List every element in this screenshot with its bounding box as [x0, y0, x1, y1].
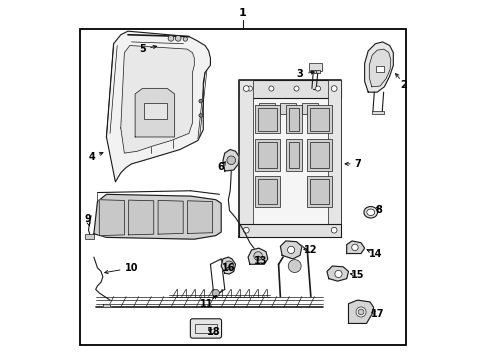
- Polygon shape: [102, 304, 110, 307]
- Bar: [258, 103, 274, 114]
- Text: 12: 12: [304, 245, 317, 255]
- Polygon shape: [247, 248, 267, 264]
- Polygon shape: [121, 45, 194, 153]
- Polygon shape: [280, 241, 301, 259]
- Bar: [309, 141, 329, 168]
- Circle shape: [330, 227, 336, 233]
- Bar: [309, 179, 329, 204]
- Polygon shape: [348, 300, 373, 323]
- Circle shape: [183, 37, 187, 41]
- Text: 15: 15: [350, 270, 364, 280]
- Bar: [285, 139, 301, 171]
- Text: 6: 6: [217, 162, 224, 172]
- Circle shape: [330, 86, 336, 91]
- Circle shape: [224, 261, 233, 270]
- Text: 11: 11: [200, 299, 213, 309]
- Circle shape: [287, 246, 294, 253]
- Bar: [239, 224, 341, 237]
- Circle shape: [243, 227, 249, 233]
- Polygon shape: [326, 266, 348, 281]
- Bar: [375, 66, 383, 72]
- Bar: [255, 105, 280, 134]
- Bar: [80, 30, 405, 345]
- Bar: [239, 80, 252, 237]
- Polygon shape: [106, 31, 210, 182]
- Polygon shape: [99, 200, 124, 235]
- Polygon shape: [158, 201, 183, 234]
- Polygon shape: [364, 42, 392, 92]
- Text: 8: 8: [375, 206, 382, 216]
- Text: 18: 18: [207, 327, 221, 337]
- Text: 2: 2: [400, 80, 407, 90]
- Bar: [195, 324, 216, 333]
- Bar: [371, 111, 384, 114]
- Text: 10: 10: [124, 263, 138, 273]
- Text: 13: 13: [253, 256, 267, 266]
- Circle shape: [293, 86, 298, 91]
- Circle shape: [199, 114, 202, 117]
- FancyBboxPatch shape: [190, 319, 221, 338]
- Circle shape: [357, 309, 363, 315]
- Bar: [306, 176, 332, 207]
- Text: 1: 1: [238, 8, 246, 18]
- Bar: [285, 105, 301, 134]
- Polygon shape: [368, 49, 390, 87]
- Bar: [288, 141, 298, 168]
- Circle shape: [268, 86, 273, 91]
- Bar: [85, 234, 94, 239]
- Bar: [258, 179, 277, 204]
- Circle shape: [351, 244, 357, 251]
- Bar: [258, 141, 277, 168]
- Polygon shape: [239, 80, 341, 237]
- Bar: [288, 108, 298, 131]
- Circle shape: [212, 289, 219, 297]
- Polygon shape: [187, 201, 212, 233]
- Bar: [306, 139, 332, 171]
- Circle shape: [315, 86, 320, 91]
- Circle shape: [175, 36, 181, 41]
- Circle shape: [226, 156, 235, 165]
- Bar: [308, 63, 321, 71]
- Circle shape: [253, 252, 262, 260]
- Text: 5: 5: [139, 44, 145, 54]
- Circle shape: [243, 86, 249, 91]
- Polygon shape: [221, 257, 235, 274]
- Ellipse shape: [363, 207, 377, 218]
- Ellipse shape: [366, 209, 374, 216]
- Text: 17: 17: [370, 310, 384, 319]
- Bar: [315, 69, 319, 73]
- Text: 16: 16: [221, 263, 235, 273]
- Bar: [255, 139, 280, 171]
- Circle shape: [247, 86, 252, 91]
- Bar: [258, 108, 277, 131]
- Bar: [301, 103, 317, 114]
- Circle shape: [168, 36, 174, 41]
- Circle shape: [334, 270, 341, 278]
- Text: 7: 7: [353, 159, 360, 169]
- Text: 14: 14: [368, 248, 381, 258]
- Bar: [239, 80, 341, 98]
- Polygon shape: [135, 89, 174, 137]
- Bar: [310, 69, 315, 73]
- Text: 3: 3: [296, 69, 303, 79]
- Text: 4: 4: [88, 152, 95, 162]
- Bar: [306, 105, 332, 134]
- Polygon shape: [346, 241, 364, 253]
- Circle shape: [199, 99, 202, 103]
- Polygon shape: [223, 149, 239, 171]
- Bar: [327, 80, 341, 237]
- Bar: [280, 103, 296, 114]
- Circle shape: [355, 307, 366, 317]
- Bar: [255, 176, 280, 207]
- Circle shape: [287, 260, 301, 273]
- Polygon shape: [94, 194, 221, 239]
- Text: 9: 9: [84, 215, 91, 224]
- Bar: [309, 108, 329, 131]
- Bar: [144, 103, 167, 119]
- Polygon shape: [128, 200, 153, 235]
